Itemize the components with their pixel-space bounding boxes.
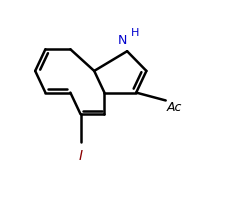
Text: I: I — [79, 149, 83, 163]
Text: Ac: Ac — [167, 101, 183, 114]
Text: N: N — [118, 34, 127, 47]
Text: H: H — [131, 29, 139, 38]
